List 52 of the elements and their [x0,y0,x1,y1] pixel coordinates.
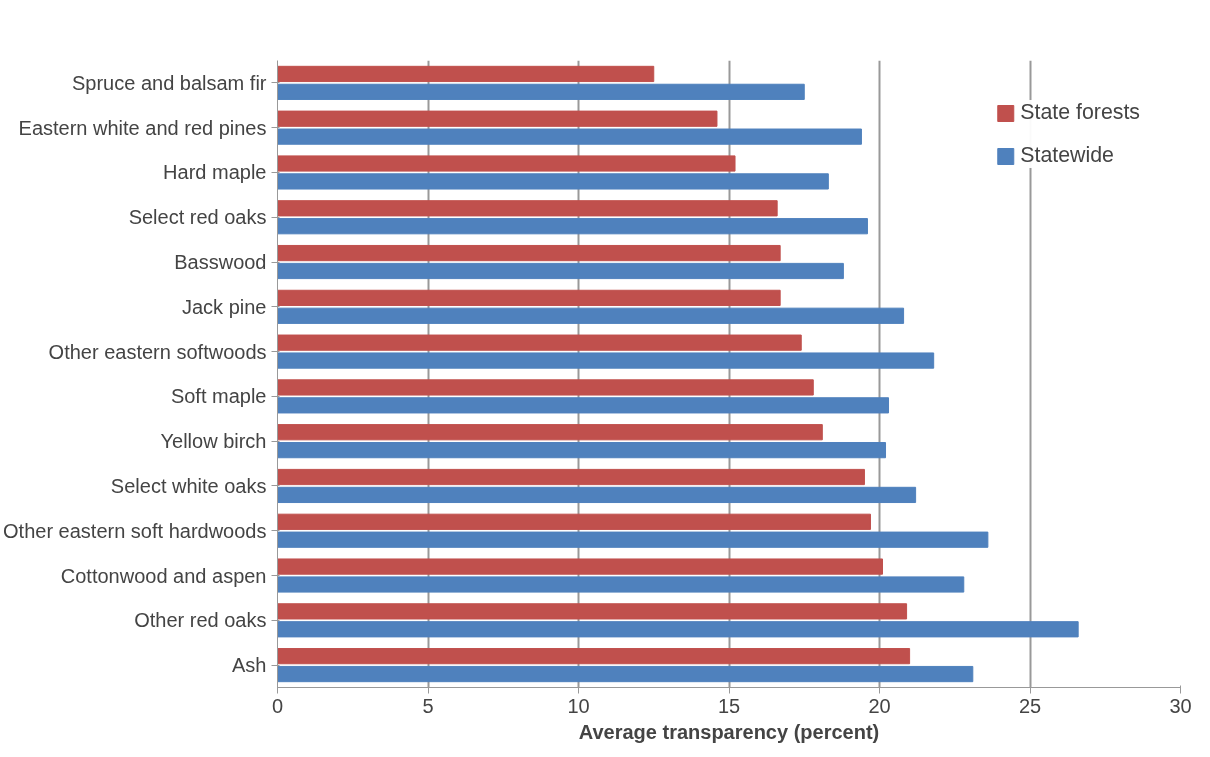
bar [277,200,778,217]
bar [277,83,805,100]
x-tick-label: 25 [1018,694,1042,717]
bar [277,665,974,683]
y-tick-label: Eastern white and red pines [18,116,267,139]
bar [277,576,965,593]
bar [277,289,781,306]
bar [277,603,908,620]
bar [277,65,655,83]
y-tick-label: Other red oaks [134,609,267,632]
bar [277,155,736,172]
y-tick-label: Other eastern soft hardwoods [3,519,267,542]
legend-label: State forests [1020,100,1140,125]
bar [277,379,814,396]
y-tick-label: Ash [232,654,267,677]
x-axis-title: Average transparency (percent) [578,720,880,743]
y-tick-label: Other eastern softwoods [48,340,267,363]
bar [277,173,829,190]
bar [277,397,890,414]
bar [277,110,718,127]
y-tick-label: Select red oaks [128,206,267,229]
bar [277,424,823,441]
x-tick-label: 0 [271,694,284,717]
y-tick-label: Hard maple [163,161,267,184]
y-tick-label: Cottonwood and aspen [60,564,267,587]
bar [277,334,802,351]
bar [277,244,781,262]
bar [277,486,917,504]
bar [277,648,911,665]
x-tick-label: 15 [717,694,741,717]
y-tick-label: Soft maple [170,385,267,408]
bar [277,513,871,530]
bar [277,128,862,145]
legend-label: Statewide [1020,143,1114,168]
y-tick-label: Select white oaks [110,474,267,497]
bar [277,621,1079,638]
x-tick-label: 5 [422,694,434,717]
bar [277,442,887,459]
x-tick-label: 20 [868,694,891,717]
bar [277,468,865,486]
bar [277,558,884,575]
y-tick-label: Basswood [174,251,267,274]
x-tick-label: 10 [567,694,590,717]
y-tick-label: Spruce and balsam fir [71,71,267,94]
y-tick-label: Yellow birch [160,430,267,453]
bar [277,531,989,548]
x-tick-label: 30 [1169,694,1192,717]
y-tick-label: Jack pine [182,295,267,318]
bar [277,262,844,280]
bar [277,307,905,324]
bar [277,352,935,369]
bar [277,218,868,235]
